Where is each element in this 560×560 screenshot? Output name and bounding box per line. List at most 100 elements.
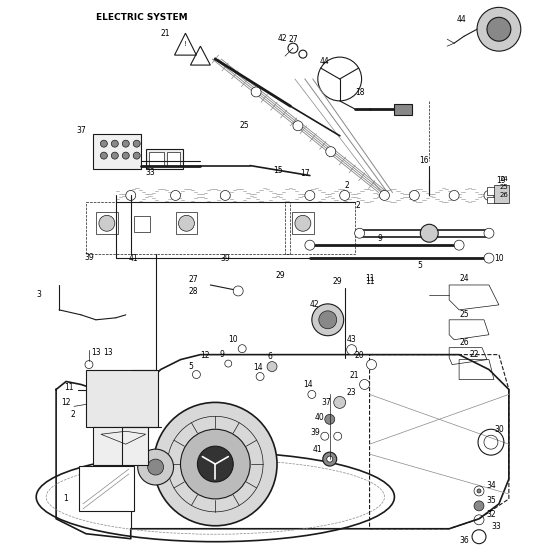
Text: 6: 6	[268, 352, 273, 361]
Circle shape	[340, 190, 349, 200]
Text: 13: 13	[91, 348, 101, 357]
Circle shape	[484, 253, 494, 263]
Circle shape	[487, 17, 511, 41]
Bar	[93, 427, 148, 465]
Text: 13: 13	[103, 348, 113, 357]
Circle shape	[484, 190, 494, 200]
Text: 26: 26	[500, 193, 508, 198]
Text: 2: 2	[344, 181, 349, 190]
Text: 14: 14	[253, 363, 263, 372]
Text: 20: 20	[355, 351, 365, 360]
Circle shape	[354, 228, 365, 238]
Text: 11: 11	[365, 273, 374, 282]
Text: 41: 41	[129, 254, 138, 263]
Text: 11: 11	[365, 278, 374, 287]
Bar	[166, 152, 180, 166]
Text: 22: 22	[469, 350, 479, 359]
Circle shape	[179, 216, 194, 231]
Circle shape	[220, 190, 230, 200]
Text: 18: 18	[355, 88, 365, 97]
Circle shape	[193, 371, 200, 379]
Circle shape	[323, 452, 337, 466]
Text: 10: 10	[494, 254, 504, 263]
Circle shape	[360, 380, 370, 389]
Text: 2: 2	[71, 410, 76, 419]
Text: 21: 21	[161, 29, 170, 38]
Circle shape	[100, 152, 108, 159]
Bar	[86, 202, 290, 254]
Circle shape	[198, 446, 233, 482]
Bar	[146, 148, 184, 169]
Circle shape	[148, 459, 164, 475]
Circle shape	[484, 228, 494, 238]
Text: 26: 26	[459, 338, 469, 347]
Circle shape	[256, 372, 264, 380]
Circle shape	[421, 224, 438, 242]
Circle shape	[318, 57, 362, 101]
Text: 5: 5	[188, 362, 193, 371]
Text: 23: 23	[347, 388, 357, 397]
Text: 25: 25	[500, 184, 508, 190]
Circle shape	[477, 7, 521, 51]
Text: 24: 24	[500, 175, 508, 181]
Text: 10: 10	[228, 335, 238, 344]
Text: 3: 3	[37, 291, 41, 300]
Text: 16: 16	[419, 156, 429, 165]
Circle shape	[334, 396, 346, 408]
Bar	[292, 212, 314, 234]
Circle shape	[347, 344, 357, 354]
Bar	[487, 198, 507, 203]
Text: 21: 21	[350, 371, 360, 380]
Circle shape	[319, 311, 337, 329]
Circle shape	[111, 152, 118, 159]
Bar	[86, 370, 157, 427]
Text: 28: 28	[189, 287, 198, 296]
Circle shape	[133, 140, 140, 147]
Bar	[494, 185, 509, 203]
Circle shape	[238, 344, 246, 353]
Text: 39: 39	[310, 428, 320, 437]
Circle shape	[454, 240, 464, 250]
Text: 41: 41	[313, 445, 323, 454]
Circle shape	[380, 190, 389, 200]
Circle shape	[225, 360, 232, 367]
Bar	[93, 134, 141, 169]
Text: 36: 36	[459, 536, 469, 545]
Bar	[394, 104, 412, 115]
Text: 39: 39	[221, 254, 230, 263]
Circle shape	[85, 361, 93, 368]
Circle shape	[100, 140, 108, 147]
Text: 25: 25	[239, 122, 249, 130]
Bar	[96, 212, 118, 234]
Text: 39: 39	[84, 253, 94, 262]
Text: 24: 24	[459, 273, 469, 282]
Circle shape	[409, 190, 419, 200]
Circle shape	[449, 190, 459, 200]
Circle shape	[305, 240, 315, 250]
Circle shape	[267, 362, 277, 371]
Text: 5: 5	[417, 260, 422, 269]
Text: 32: 32	[486, 510, 496, 519]
Text: 2: 2	[355, 201, 360, 210]
Circle shape	[111, 140, 118, 147]
Circle shape	[308, 390, 316, 398]
Circle shape	[321, 432, 329, 440]
Text: 37: 37	[322, 398, 332, 407]
Bar	[79, 466, 134, 511]
Text: ELECTRIC SYSTEM: ELECTRIC SYSTEM	[96, 13, 188, 22]
Text: 43: 43	[347, 335, 357, 344]
Text: 1: 1	[64, 494, 68, 503]
Circle shape	[180, 430, 250, 499]
Text: 42: 42	[310, 300, 320, 309]
Circle shape	[153, 403, 277, 526]
Circle shape	[126, 190, 136, 200]
Circle shape	[327, 456, 333, 462]
Text: 9: 9	[220, 350, 225, 359]
Circle shape	[233, 286, 243, 296]
Circle shape	[295, 216, 311, 231]
Bar	[487, 188, 507, 195]
Circle shape	[477, 489, 481, 493]
Bar	[175, 212, 198, 234]
Circle shape	[99, 216, 115, 231]
Text: 27: 27	[189, 276, 198, 284]
